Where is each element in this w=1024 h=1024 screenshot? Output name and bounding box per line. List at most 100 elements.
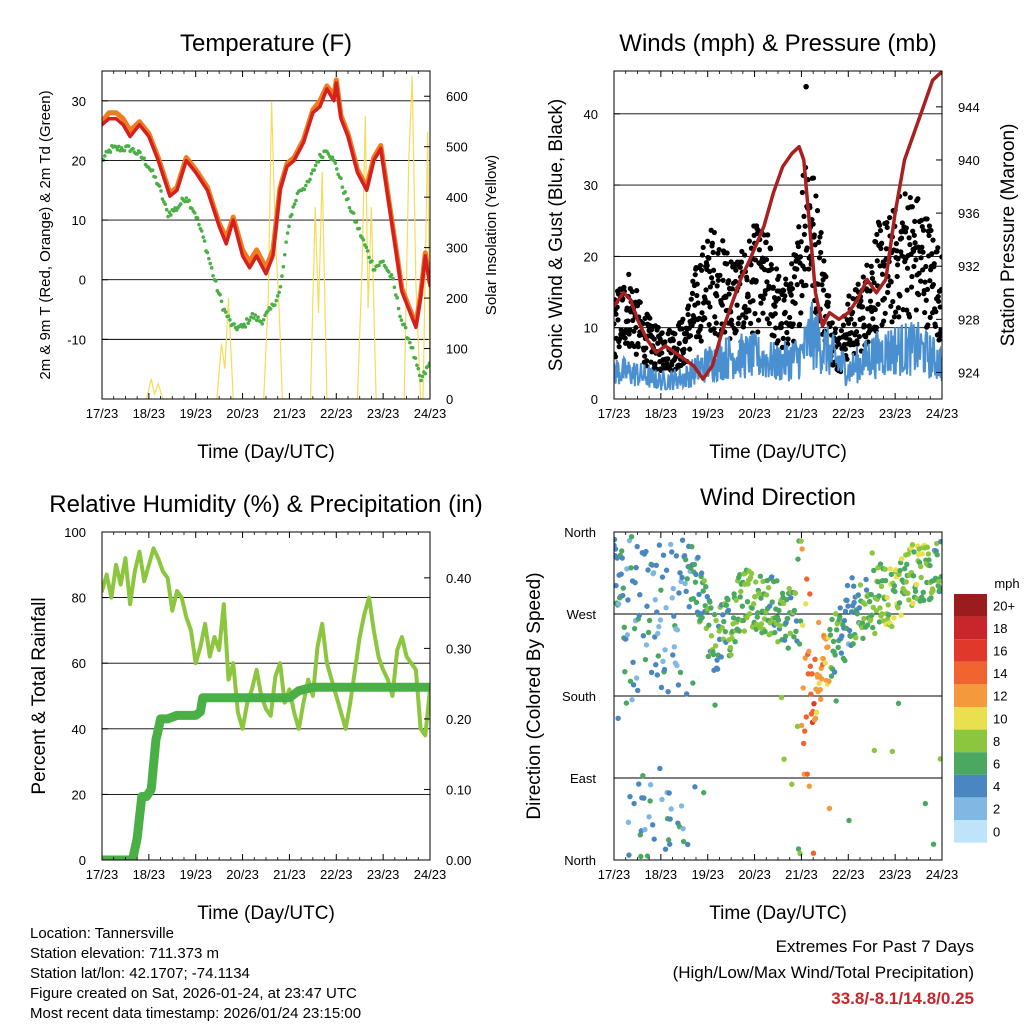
direction-point	[640, 633, 647, 639]
direction-point	[806, 648, 812, 655]
direction-point	[841, 617, 848, 624]
direction-point	[753, 579, 759, 585]
direction-point	[789, 781, 795, 787]
direction-point	[654, 609, 660, 615]
direction-point	[701, 578, 707, 584]
dewpoint-point	[370, 259, 374, 263]
gust-point	[647, 315, 653, 321]
gust-point	[890, 299, 896, 305]
panel-title: Relative Humidity (%) & Precipitation (i…	[49, 491, 482, 518]
x-tick-labels: 17/23 18/23 19/23 20/23 21/23 22/23 23/23 24/23	[86, 71, 446, 421]
direction-point	[910, 573, 917, 579]
gust-point	[726, 291, 732, 297]
gust-point	[694, 292, 700, 299]
direction-point	[795, 846, 802, 852]
dewpoint-point	[246, 321, 250, 326]
direction-point	[708, 605, 714, 611]
direction-point	[652, 634, 658, 640]
gust-point	[739, 248, 745, 255]
gust-point	[871, 280, 877, 286]
dewpoint-point	[351, 211, 356, 215]
direction-point	[794, 723, 801, 730]
gust-point	[742, 252, 748, 258]
direction-point	[856, 605, 863, 611]
dewpoint-point	[163, 202, 168, 206]
gust-point	[732, 278, 739, 285]
panel-title: Temperature (F)	[180, 30, 352, 57]
direction-point	[642, 826, 648, 833]
gust-point	[892, 309, 899, 315]
y2-tick-label: 600	[446, 89, 468, 104]
direction-point	[804, 576, 810, 582]
dewpoint-point	[249, 315, 253, 319]
direction-point	[636, 612, 642, 619]
direction-point	[637, 592, 643, 598]
direction-point	[718, 654, 724, 660]
gust-point	[877, 263, 883, 269]
gust-point	[797, 254, 803, 260]
direction-point	[778, 694, 785, 701]
direction-point	[917, 563, 924, 570]
gust-point	[853, 329, 860, 335]
colorbar-swatch	[954, 820, 987, 843]
direction-point	[623, 636, 629, 642]
direction-point	[719, 625, 725, 631]
y-tick-label: 30	[72, 94, 86, 109]
direction-point	[620, 592, 626, 599]
gust-point	[873, 239, 879, 245]
colorbar-swatch	[954, 729, 987, 753]
x-tick-label: 23/23	[367, 867, 400, 882]
direction-point	[838, 650, 845, 656]
y-axis-title: Sonic Wind & Gust (Blue, Black)	[546, 99, 567, 371]
direction-point	[905, 551, 912, 557]
direction-point	[784, 615, 791, 622]
gust-point	[856, 334, 862, 340]
dewpoint-point	[195, 216, 200, 220]
direction-point	[873, 608, 880, 614]
dewpoint-point	[232, 322, 236, 326]
gust-point	[918, 255, 924, 261]
gust-point	[783, 276, 789, 282]
x-tick-label: 23/23	[879, 867, 912, 882]
gust-point	[715, 277, 721, 283]
direction-point	[810, 850, 817, 856]
y-tick-label: 60	[72, 656, 86, 671]
series-sonic-wind	[614, 301, 942, 391]
direction-point	[855, 592, 862, 598]
gust-point	[687, 346, 693, 352]
direction-point	[793, 618, 800, 624]
gust-point	[695, 300, 701, 306]
dewpoint-point	[384, 265, 388, 270]
direction-point	[729, 635, 735, 641]
gust-point	[710, 267, 717, 273]
dewpoint-point	[364, 245, 369, 250]
direction-point	[673, 553, 680, 559]
direction-point	[782, 633, 789, 639]
gust-point	[801, 213, 807, 219]
gust-point	[776, 273, 782, 279]
colorbar-swatch	[954, 616, 987, 640]
gust-point	[817, 234, 823, 240]
y-tick-label: 20	[72, 153, 86, 168]
direction-point	[896, 600, 903, 606]
x-tick-label: 21/23	[785, 867, 818, 882]
direction-point	[653, 562, 659, 569]
dewpoint-point	[313, 163, 318, 168]
direction-point	[924, 544, 931, 550]
direction-point	[799, 546, 805, 552]
gust-point	[769, 266, 775, 272]
gust-point	[733, 328, 739, 334]
gust-point	[907, 241, 913, 248]
gust-point	[879, 240, 885, 246]
gust-point	[888, 279, 894, 285]
direction-point	[660, 658, 666, 665]
y-tick-label: 20	[584, 249, 598, 264]
x-tick-label: 24/23	[414, 867, 447, 882]
series-relative-humidity	[102, 546, 430, 738]
gust-point	[920, 227, 927, 233]
direction-point	[802, 655, 808, 661]
dewpoint-point	[223, 310, 228, 314]
gust-point	[724, 250, 730, 256]
gust-point	[623, 327, 629, 333]
direction-point	[909, 541, 916, 548]
